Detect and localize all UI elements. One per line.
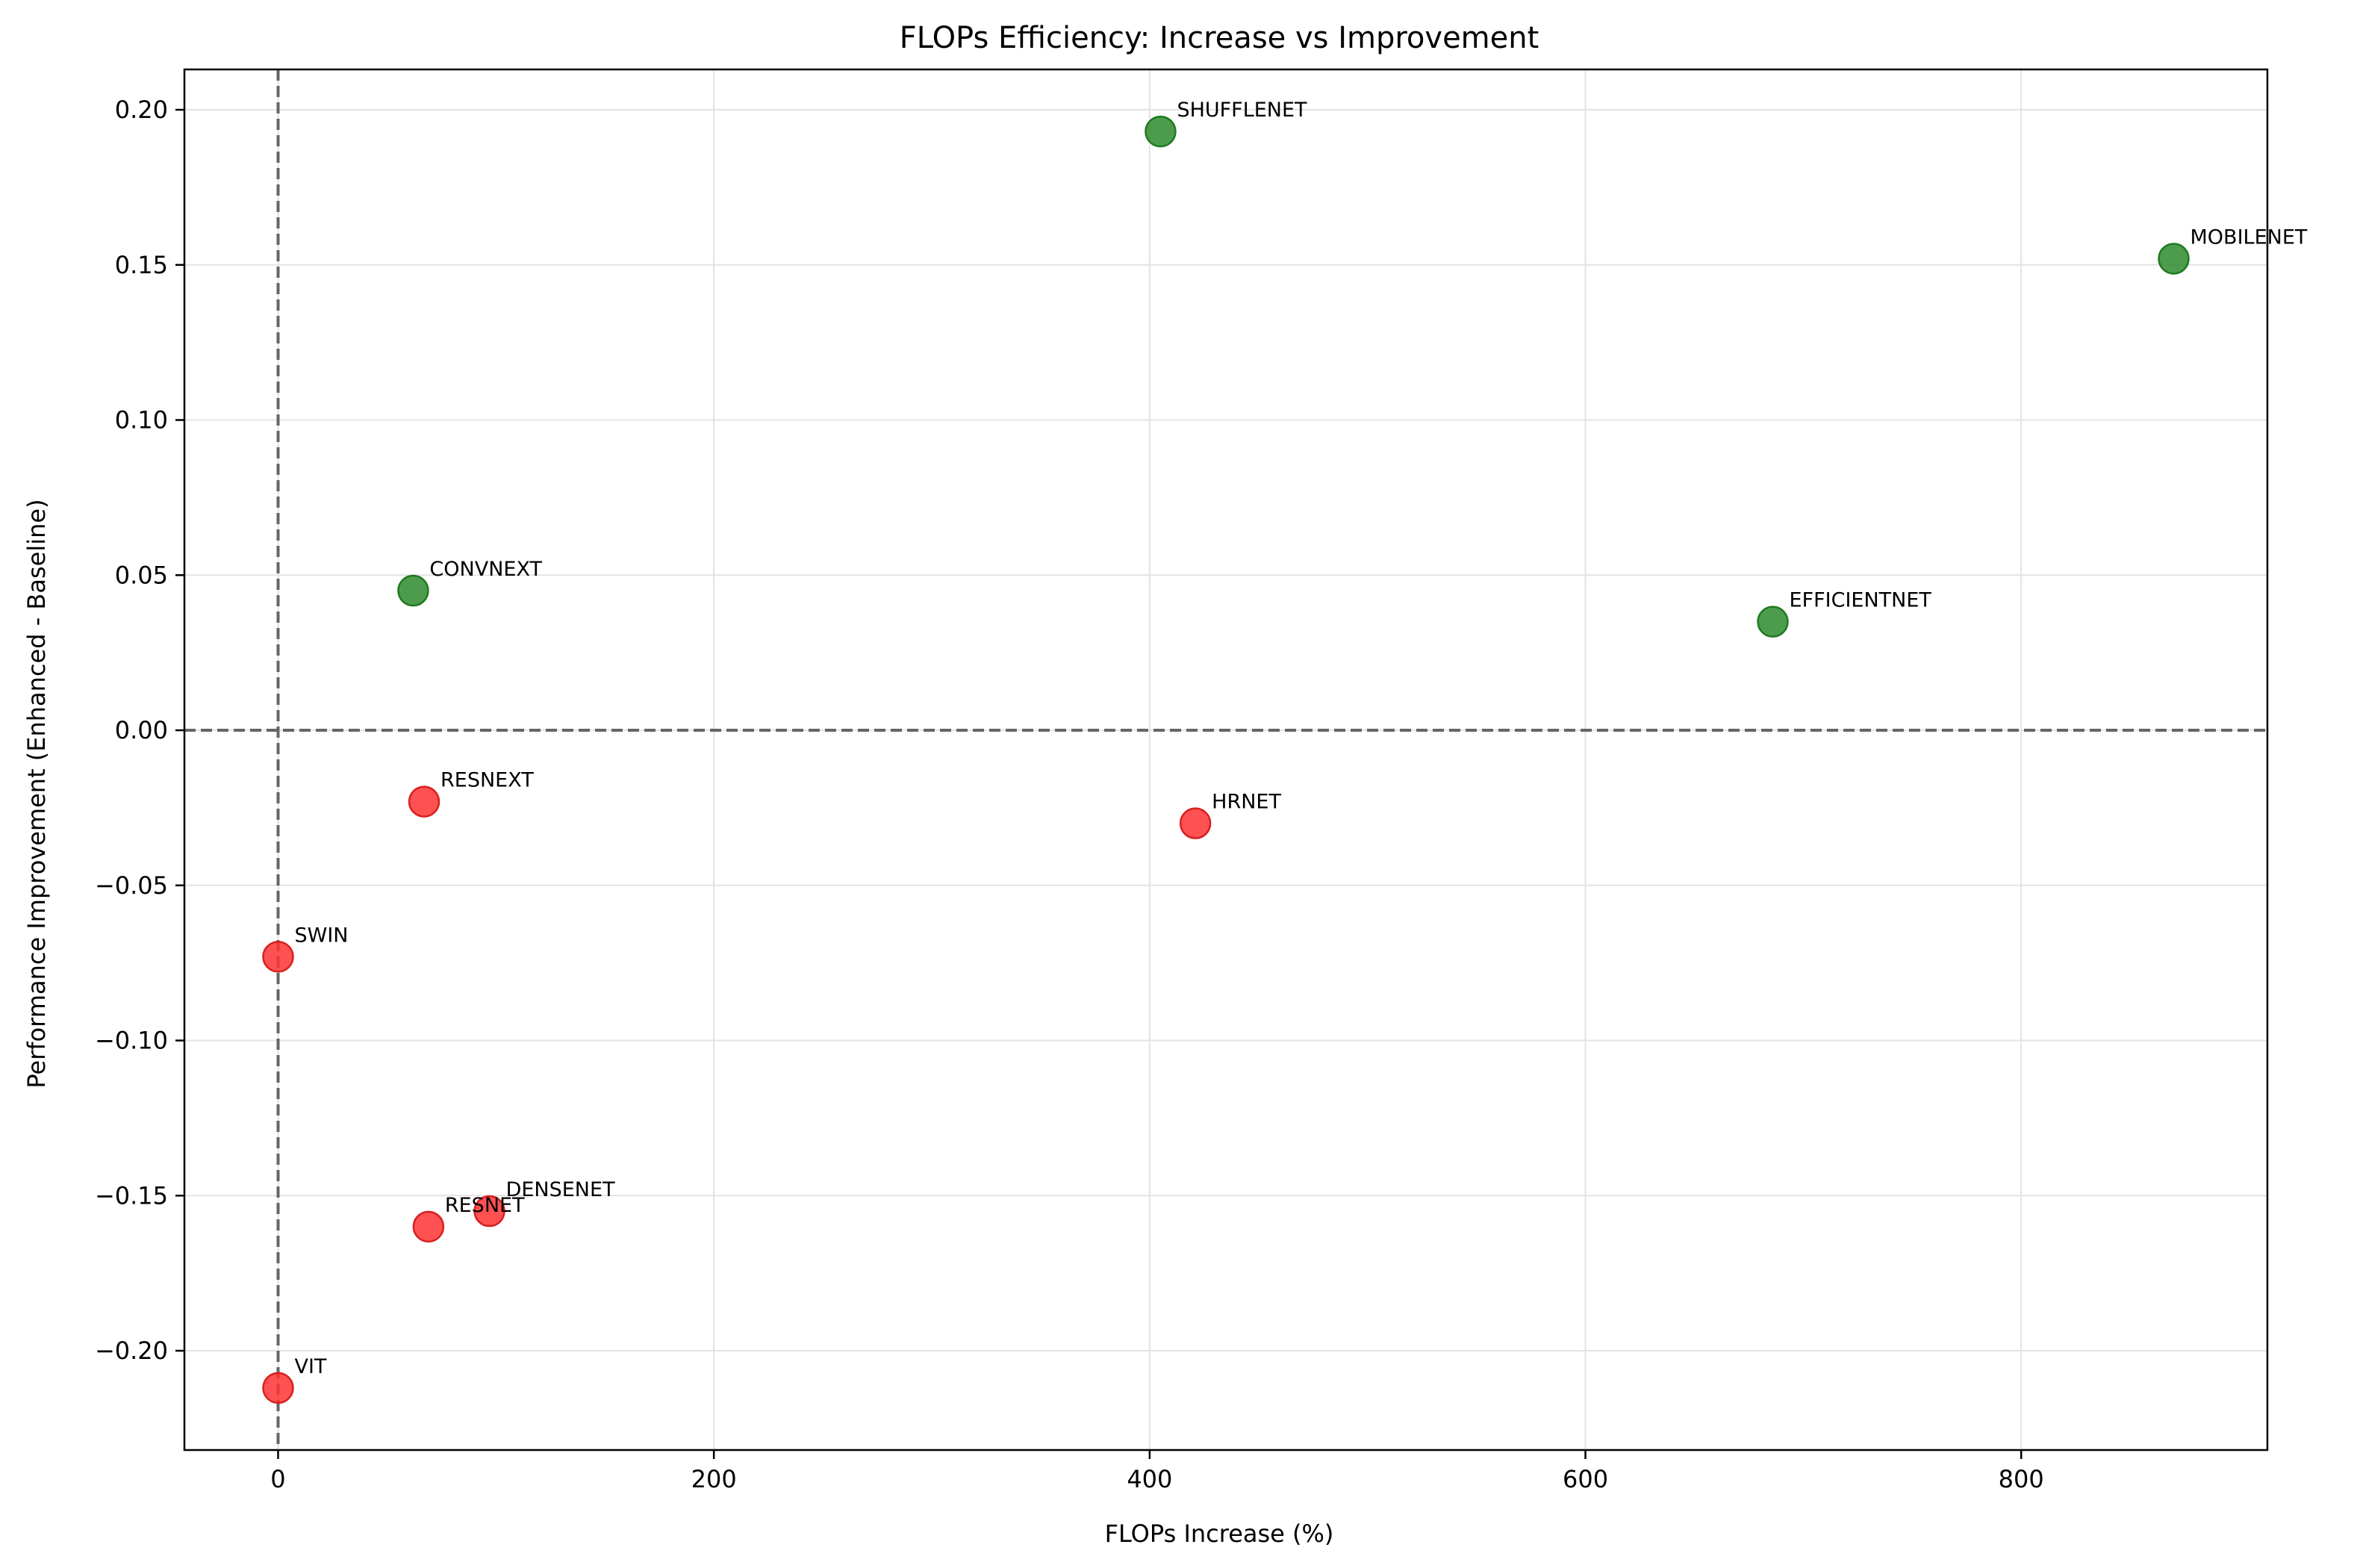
y-tick-label: −0.05 [95,871,168,900]
reference-lines [184,69,2267,1450]
point-labels: SHUFFLENET MOBILENET CONVNEXT EFFICIENTNET R… [294,99,2307,1378]
point-label-swin: SWIN [294,924,348,947]
point-label-resnext: RESNEXT [440,769,534,792]
point-label-shufflenet: SHUFFLENET [1177,99,1307,122]
point-label-vit: VIT [294,1355,326,1378]
point-efficientnet [1757,606,1789,638]
y-tick-label: 0.20 [115,96,168,124]
grid-lines [184,69,2267,1450]
point-label-hrnet: HRNET [1212,791,1281,814]
y-tick-label: −0.15 [95,1181,168,1210]
y-axis-label: Performance Improvement (Enhanced - Base… [22,499,51,1088]
point-densenet [473,1195,505,1228]
point-label-convnext: CONVNEXT [429,558,542,581]
chart-title: FLOPs Efficiency: Increase vs Improvemen… [900,21,1539,55]
point-label-mobilenet: MOBILENET [2190,225,2308,249]
y-tick-label: −0.20 [95,1337,168,1365]
y-tick-label: −0.10 [95,1027,168,1055]
point-label-efficientnet: EFFICIENTNET [1790,589,1932,612]
x-axis-ticks: 0 200 400 600 800 [270,1450,2044,1493]
point-convnext [397,574,429,607]
y-tick-label: 0.00 [115,716,168,744]
x-axis-label: FLOPs Increase (%) [1105,1519,1334,1548]
x-tick-label: 0 [270,1465,285,1493]
y-tick-label: 0.10 [115,406,168,435]
x-tick-label: 400 [1127,1465,1172,1493]
point-swin [262,941,294,973]
x-tick-label: 200 [691,1465,737,1493]
point-mobilenet [2158,243,2190,275]
point-label-densenet: DENSENET [506,1178,616,1201]
point-resnext [408,785,440,818]
y-axis-ticks: −0.20 −0.15 −0.10 −0.05 0.00 0.05 0.10 0.15 0.20 [95,96,184,1365]
plot-frame [183,68,2269,1452]
x-tick-label: 800 [1999,1465,2044,1493]
point-vit [262,1372,294,1404]
y-tick-label: 0.05 [115,561,168,589]
y-tick-label: 0.15 [115,251,168,279]
point-shufflenet [1145,115,1177,148]
x-tick-label: 600 [1563,1465,1608,1493]
point-hrnet [1179,807,1212,839]
point-resnet [412,1210,445,1243]
point-label-resnet: RESNET [445,1194,525,1217]
data-points [262,115,2190,1404]
